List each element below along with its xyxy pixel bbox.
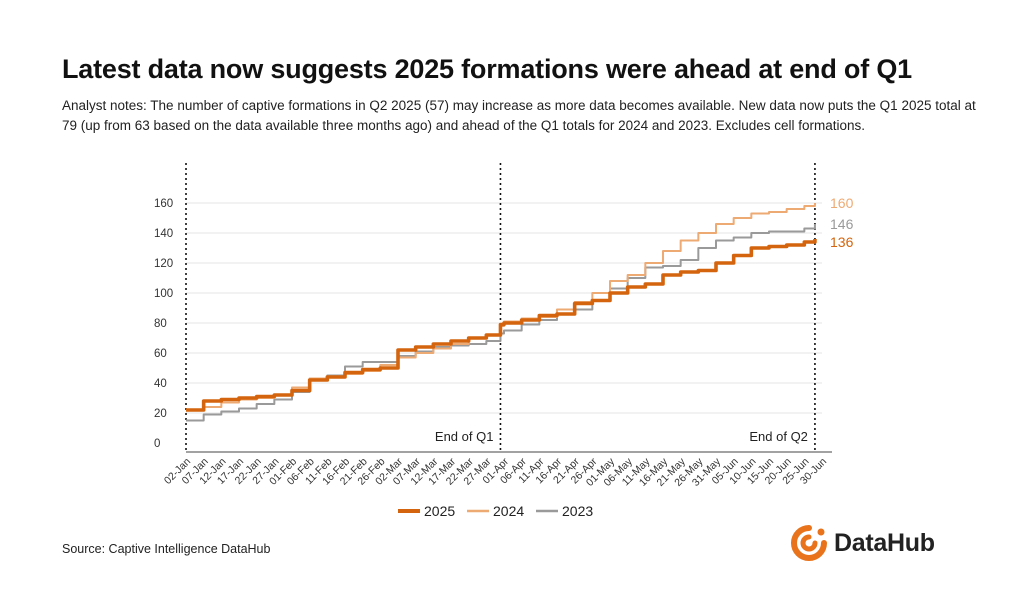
datahub-logo-icon <box>791 525 827 561</box>
chart-title: Latest data now suggests 2025 formations… <box>62 54 912 84</box>
y-tick-label: 80 <box>154 318 167 330</box>
y-axis: 0 20 40 60 80 100 120 140 160 <box>154 198 173 450</box>
y-tick-label: 100 <box>154 288 173 300</box>
y-tick-label: 40 <box>154 378 167 390</box>
y-tick-label: 160 <box>154 198 173 210</box>
quarter-marker-label: End of Q1 <box>435 429 494 444</box>
y-tick-label: 20 <box>154 408 167 420</box>
analyst-notes: Analyst notes: The number of captive for… <box>62 98 976 133</box>
y-tick-label: 140 <box>154 228 173 240</box>
quarter-markers: End of Q1 End of Q2 <box>185 163 816 452</box>
end-label-2023: 146 <box>830 216 854 232</box>
legend-label-2023: 2023 <box>562 503 593 519</box>
gridlines <box>186 202 822 414</box>
y-tick-label: 120 <box>154 258 173 270</box>
end-label-2024: 160 <box>830 195 854 211</box>
x-axis: 02-Jan07-Jan12-Jan17-Jan22-Jan27-Jan01-F… <box>162 451 832 489</box>
source-note: Source: Captive Intelligence DataHub <box>62 542 271 556</box>
series-line-2025 <box>186 239 817 412</box>
legend-label-2024: 2024 <box>493 503 524 519</box>
logo-text: DataHub <box>834 528 935 557</box>
end-labels: 136 160 146 <box>830 195 854 250</box>
y-tick-label: 0 <box>154 438 160 450</box>
datahub-logo: DataHub <box>790 524 935 562</box>
y-tick-label: 60 <box>154 348 167 360</box>
quarter-marker-label: End of Q2 <box>749 429 808 444</box>
legend: 2025 2024 2023 <box>398 503 593 519</box>
series-lines <box>186 203 817 422</box>
line-chart: 0 20 40 60 80 100 120 140 160 02-Jan07-Jan12-Jan… <box>154 163 854 519</box>
end-label-2025: 136 <box>830 234 854 250</box>
legend-label-2025: 2025 <box>424 503 455 519</box>
